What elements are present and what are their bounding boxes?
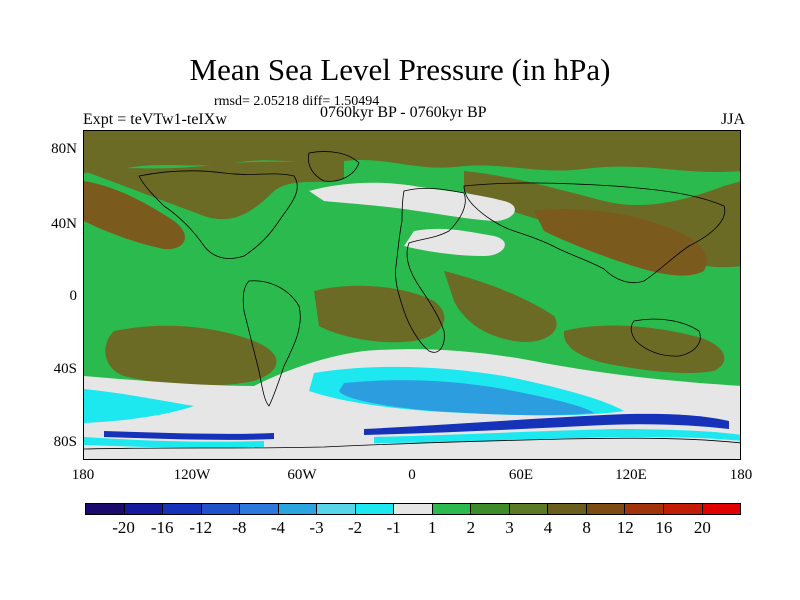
colorbar-label: -4 — [270, 518, 286, 537]
season-label: JJA — [720, 111, 745, 128]
colorbar-swatch — [124, 504, 164, 514]
colorbar-swatch — [278, 504, 318, 514]
coastlines — [84, 151, 740, 450]
lon-label-120w: 120W — [173, 467, 211, 483]
coast-australia — [630, 318, 701, 357]
experiment-label: Expt = teVTw1-teIXw — [83, 111, 227, 128]
colorbar-swatch — [548, 504, 587, 514]
colorbar-label: 4 — [543, 518, 553, 537]
map-svg — [84, 131, 740, 459]
lat-label-40n: 40N — [51, 216, 77, 232]
region-asia-brown — [534, 209, 707, 276]
colorbar-swatch — [663, 504, 703, 514]
colorbar-label: -16 — [150, 518, 174, 537]
pressure-map — [83, 130, 741, 460]
colorbar-label: 3 — [505, 518, 514, 537]
coast-antarctica — [84, 437, 740, 450]
lat-label-80s: 80S — [53, 434, 77, 450]
stats-label: rmsd= 2.05218 diff= 1.50494 — [214, 94, 380, 109]
colorbar-label: -20 — [112, 518, 135, 537]
colorbar-label: 1 — [428, 518, 437, 537]
colorbar-swatch — [586, 504, 626, 514]
colorbar-swatch — [201, 504, 241, 514]
colorbar — [85, 503, 741, 515]
coast-asia — [463, 182, 726, 284]
colorbar-label: -12 — [189, 518, 213, 537]
colorbar-label: -3 — [309, 518, 324, 537]
region-mediterranean-gray — [404, 228, 505, 256]
colorbar-label: 16 — [655, 518, 673, 537]
colorbar-swatch — [355, 504, 395, 514]
colorbar-swatch — [163, 504, 202, 514]
colorbar-label: 12 — [616, 518, 634, 537]
period-label: 0760kyr BP - 0760kyr BP — [320, 104, 487, 121]
lon-label-60e: 60E — [508, 467, 534, 483]
lon-label-180e: 180 — [729, 467, 753, 483]
region-antarctic-cyan-edge — [84, 429, 740, 448]
coast-south-america — [242, 280, 301, 407]
colorbar-label: 2 — [466, 518, 476, 537]
coast-europe-africa — [395, 187, 466, 353]
chart-title: Mean Sea Level Pressure (in hPa) — [189, 52, 611, 87]
colorbar-swatch — [702, 504, 741, 514]
region-antarctic-blue-band — [104, 413, 729, 440]
colorbar-label: 8 — [582, 518, 591, 537]
colorbar-swatch — [432, 504, 472, 514]
colorbar-swatch — [509, 504, 549, 514]
lon-label-120e: 120E — [615, 467, 647, 483]
colorbar-swatch — [625, 504, 664, 514]
lon-label-60w: 60W — [287, 467, 317, 483]
region-southern-mid-blue — [339, 380, 594, 416]
region-tropical-olive — [444, 271, 557, 342]
colorbar-swatch — [86, 504, 125, 514]
region-north-pacific-brown — [84, 181, 185, 250]
colorbar-label: -2 — [348, 518, 363, 537]
colorbar-label: -1 — [386, 518, 401, 537]
colorbar-swatch — [240, 504, 279, 514]
colorbar-label: -8 — [232, 518, 247, 537]
coast-greenland — [307, 151, 360, 182]
colorbar-swatch — [471, 504, 510, 514]
region-arctic-olive — [84, 131, 740, 173]
region-north-atlantic-gray — [309, 182, 515, 221]
lon-label-0: 0 — [408, 467, 416, 483]
coast-north-america — [138, 170, 298, 259]
region-south-pacific-olive — [105, 325, 277, 386]
region-indian-olive — [563, 325, 725, 374]
lon-label-180w: 180 — [71, 467, 95, 483]
lat-label-40s: 40S — [53, 361, 77, 377]
lat-label-80n: 80N — [51, 141, 77, 157]
lat-label-0: 0 — [69, 288, 78, 304]
colorbar-label: 20 — [693, 518, 711, 537]
colorbar-swatch — [394, 504, 433, 514]
region-north-atlantic-olive — [84, 161, 344, 220]
colorbar-swatch — [317, 504, 356, 514]
